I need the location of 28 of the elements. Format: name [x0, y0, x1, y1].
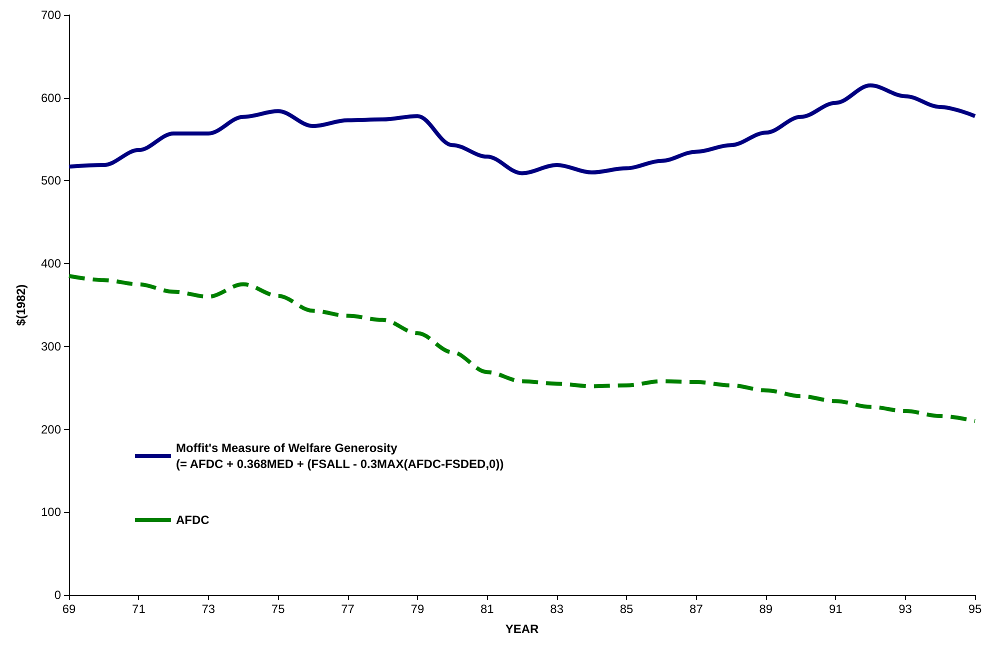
line-series [67, 83, 977, 176]
x-tick-label: 75 [271, 602, 286, 616]
x-tick-label: 71 [132, 602, 146, 616]
x-tick-label: 95 [968, 602, 982, 616]
x-tick-label: 87 [690, 602, 704, 616]
y-tick-label: 600 [40, 90, 62, 105]
legend-label: AFDC [176, 513, 210, 527]
y-tick-label: 500 [40, 174, 62, 188]
y-axis-title: $(1982) [14, 284, 28, 326]
x-tick-label: 83 [550, 602, 564, 616]
y-tick-label: 0 [54, 588, 62, 602]
y-tick-label: 300 [40, 339, 62, 354]
x-tick-label: 91 [828, 602, 843, 616]
x-tick-label: 73 [202, 602, 216, 616]
x-tick-label: 85 [620, 602, 634, 616]
x-tick-label: 93 [898, 602, 912, 616]
y-tick-label: 200 [40, 422, 62, 436]
x-tick-label: 77 [341, 602, 355, 616]
x-tick-label: 69 [62, 602, 76, 616]
y-tick-label: 400 [40, 256, 62, 271]
legend-label: Moffit's Measure of Welfare Generosity (= AFDC + 0.368MED + (FSALL - 0.3MAX(AFDC-FSDED,0)) [176, 441, 504, 471]
x-axis-title: YEAR [505, 622, 539, 636]
x-tick-label: 79 [410, 602, 424, 616]
line-series [67, 274, 977, 423]
x-tick-label: 89 [759, 602, 773, 616]
y-tick-label: 100 [40, 505, 62, 520]
y-tick-label: 700 [40, 8, 62, 22]
x-tick-label: 81 [480, 602, 494, 616]
